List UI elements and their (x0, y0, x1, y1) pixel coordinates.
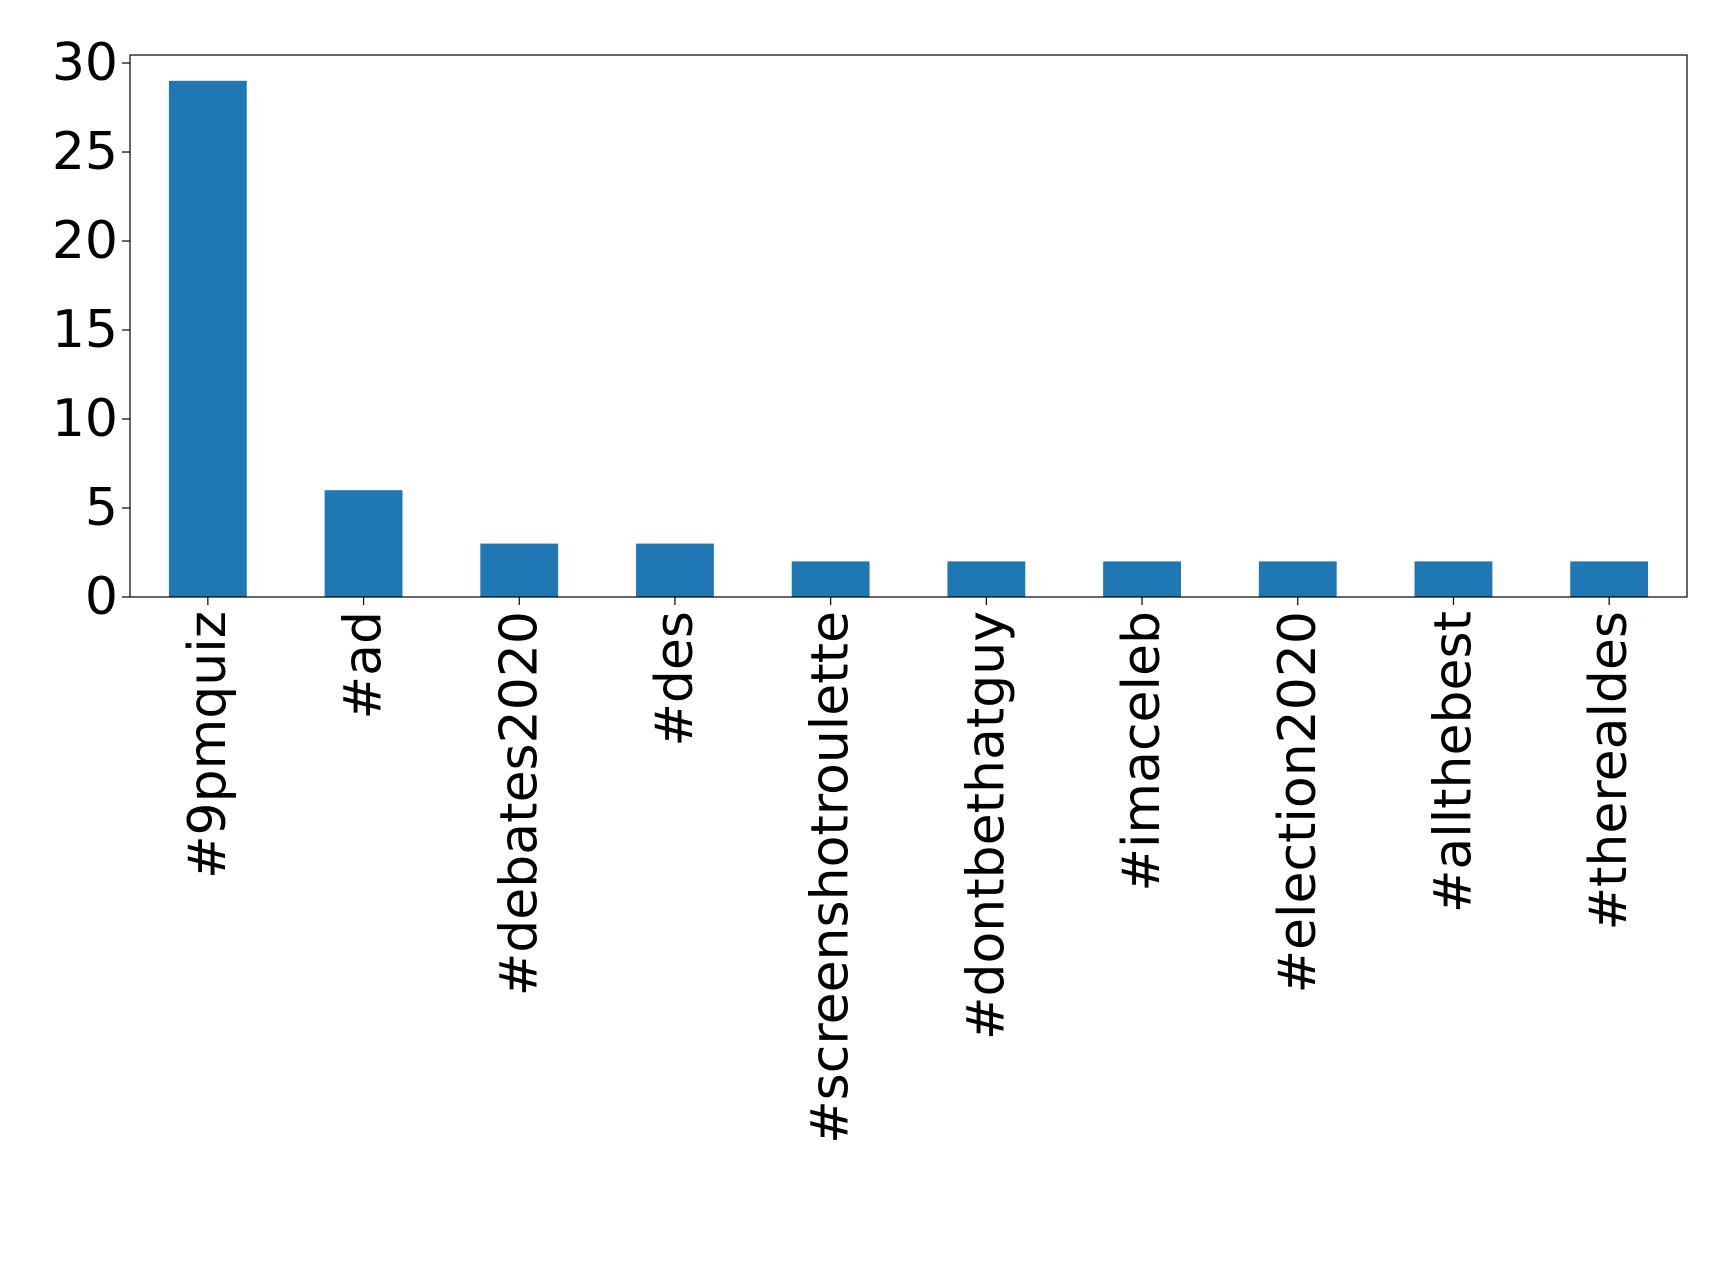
x-tick-label: #dontbethatguy (956, 611, 1016, 1040)
plot-frame (129, 54, 1688, 598)
bar (324, 490, 403, 597)
bar (1414, 561, 1493, 597)
y-tick-label: 5 (85, 478, 118, 538)
y-tick-label: 15 (52, 300, 118, 360)
x-tick-label: #imaceleb (1112, 611, 1172, 892)
x-tick-label: #therealdes (1579, 611, 1639, 931)
bar (1258, 561, 1337, 597)
bar (636, 543, 714, 597)
x-tick-label: #allthebest (1423, 611, 1483, 913)
y-tick-label: 20 (52, 211, 118, 271)
bar (1103, 561, 1181, 597)
y-tick-label: 0 (85, 567, 118, 627)
bar (791, 561, 870, 597)
x-tick-label: #9pmquiz (178, 611, 238, 879)
bar (947, 561, 1026, 597)
bar (168, 80, 247, 598)
bar (1570, 561, 1649, 597)
y-tick-label: 30 (52, 33, 118, 93)
x-tick-label: #election2020 (1268, 611, 1328, 994)
bar (480, 543, 559, 597)
x-tick-label: #ad (334, 611, 394, 719)
x-tick-label: #debates2020 (489, 611, 549, 996)
x-tick-label: #des (645, 611, 705, 747)
y-tick-label: 25 (52, 122, 118, 182)
x-tick-label: #screenshotroulette (801, 611, 861, 1144)
y-tick-label: 10 (52, 389, 118, 449)
